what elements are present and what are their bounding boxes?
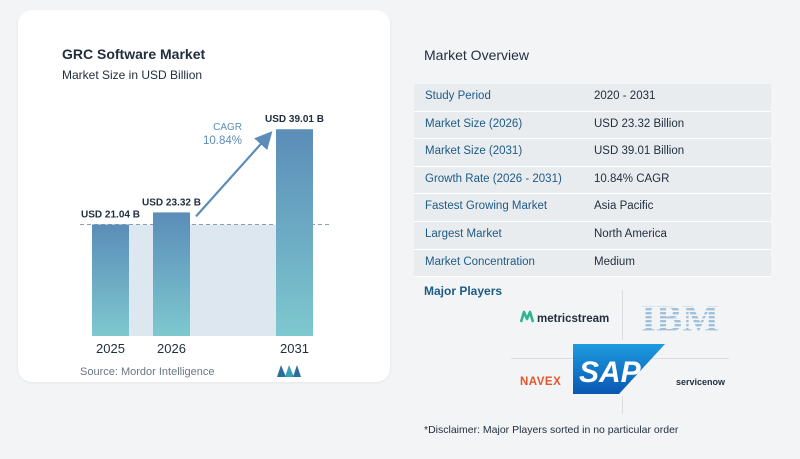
sap-logo: SAP	[573, 344, 665, 399]
market-overview-title: Market Overview	[424, 47, 530, 63]
grid-divider	[622, 396, 623, 414]
x-tick-label: 2031	[280, 341, 309, 356]
major-players-title: Major Players	[424, 284, 503, 298]
disclaimer-note: *Disclaimer: Major Players sorted in no …	[424, 424, 679, 436]
x-tick-label: 2026	[157, 341, 186, 356]
cagr-label: CAGR	[213, 122, 242, 133]
bar-data-label: USD 39.01 B	[265, 114, 324, 125]
overview-row: Market Size (2031) USD 39.01 Billion	[414, 139, 771, 167]
servicenow-logo-text: servicenow	[676, 377, 726, 387]
chart-title: GRC Software Market	[62, 46, 206, 62]
bar	[92, 224, 129, 336]
bar-data-label: USD 23.32 B	[142, 197, 201, 208]
overview-label: Growth Rate (2026 - 2031)	[425, 172, 562, 185]
overview-value: 2020 - 2031	[594, 90, 656, 102]
bar-chart: USD 21.04 B 2025 USD 23.32 B 2026 USD 39.01 …	[80, 114, 330, 356]
bar-data-label: USD 21.04 B	[81, 209, 140, 220]
overview-label: Fastest Growing Market	[425, 200, 548, 213]
ibm-logo: IBM	[640, 298, 720, 340]
source-note: Source: Mordor Intelligence	[80, 366, 215, 378]
navex-logo-text: NAVEX	[520, 376, 561, 388]
overview-table: Study Period 2020 - 2031 Market Size (20…	[414, 84, 771, 278]
bar	[153, 212, 190, 336]
overview-value: USD 39.01 Billion	[594, 145, 685, 158]
overview-value: USD 23.32 Billion	[594, 117, 685, 130]
overview-value: Asia Pacific	[594, 200, 654, 213]
overview-label: Study Period	[425, 90, 491, 102]
bar	[276, 129, 313, 336]
overview-row: Study Period 2020 - 2031	[414, 84, 771, 112]
cagr-arrow	[195, 131, 273, 218]
sap-logo-text: SAP	[579, 356, 642, 389]
chart-subtitle: Market Size in USD Billion	[62, 68, 203, 82]
overview-value: 10.84% CAGR	[594, 172, 670, 185]
overview-row: Largest Market North America	[414, 221, 771, 250]
overview-value: Medium	[594, 255, 635, 268]
navex-logo: NAVEX	[520, 373, 570, 394]
overview-label: Market Size (2031)	[425, 145, 523, 158]
servicenow-logo: servicenow	[676, 375, 740, 394]
metricstream-logo-text: metricstream	[537, 313, 609, 325]
grid-divider	[622, 290, 623, 340]
cagr-value: 10.84%	[203, 135, 242, 147]
overview-label: Largest Market	[425, 227, 502, 240]
overview-value: North America	[594, 227, 667, 240]
ibm-logo-text: IBM	[641, 300, 719, 334]
overview-row: Market Concentration Medium	[414, 249, 771, 278]
x-tick-label: 2025	[96, 341, 125, 356]
overview-label: Market Size (2026)	[425, 117, 523, 130]
mordor-logo-icon	[277, 365, 301, 377]
metricstream-logo: metricstream	[519, 309, 610, 330]
overview-label: Market Concentration	[425, 255, 535, 268]
overview-row: Fastest Growing Market Asia Pacific	[414, 194, 771, 222]
overview-row: Market Size (2026) USD 23.32 Billion	[414, 111, 771, 140]
overview-row: Growth Rate (2026 - 2031) 10.84% CAGR	[414, 166, 771, 195]
